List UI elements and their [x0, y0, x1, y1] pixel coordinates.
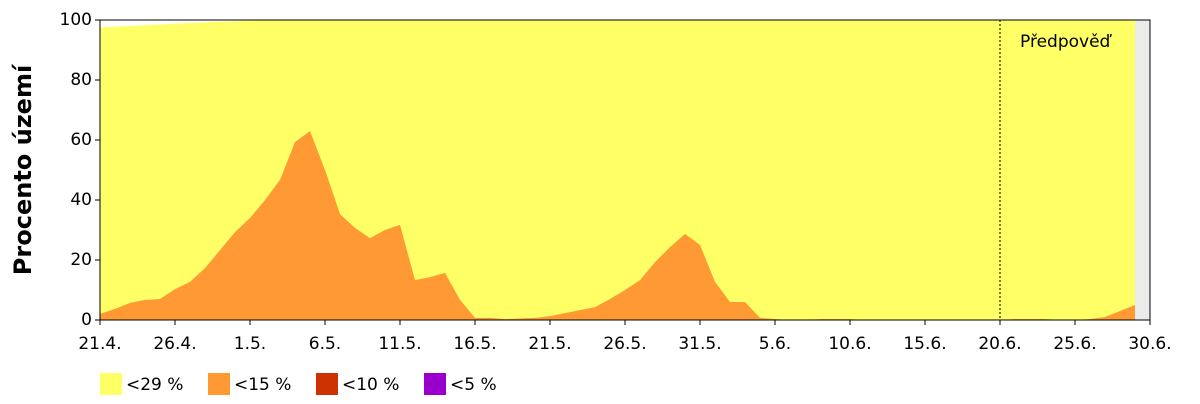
- legend-label: <10 %: [342, 375, 399, 395]
- legend-label: <5 %: [450, 375, 497, 395]
- legend-swatch: [316, 373, 338, 395]
- x-tick-label: 5.6.: [759, 334, 791, 354]
- legend-swatch: [208, 373, 230, 395]
- annotation: Předpověď: [1020, 32, 1113, 52]
- x-tick-label: 15.6.: [903, 334, 946, 354]
- x-tick-label: 21.5.: [528, 334, 571, 354]
- x-tick-label: 16.5.: [453, 334, 496, 354]
- area: [100, 131, 1135, 320]
- y-tick-label: 100: [60, 10, 92, 30]
- y-tick-label: 60: [70, 130, 92, 150]
- x-tick-label: 25.6.: [1053, 334, 1096, 354]
- legend-label: <15 %: [234, 375, 291, 395]
- x-tick-label: 1.5.: [234, 334, 266, 354]
- x-tick-label: 26.4.: [153, 334, 196, 354]
- legend-swatch: [100, 373, 122, 395]
- legend-swatch: [424, 373, 446, 395]
- x-tick-label: 6.5.: [309, 334, 341, 354]
- x-tick-label: 20.6.: [978, 334, 1021, 354]
- x-tick-label: 11.5.: [378, 334, 421, 354]
- x-tick-label: 30.6.: [1128, 334, 1171, 354]
- x-tick-label: 31.5.: [678, 334, 721, 354]
- x-tick-label: 21.4.: [78, 334, 121, 354]
- y-tick-label: 20: [70, 250, 92, 270]
- y-tick-label: 0: [81, 310, 92, 330]
- y-tick-label: 80: [70, 70, 92, 90]
- no-data-strip: [1135, 20, 1150, 320]
- y-axis-label: Procento území: [9, 63, 37, 275]
- legend-label: <29 %: [126, 375, 183, 395]
- x-tick-label: 10.6.: [828, 334, 871, 354]
- x-tick-label: 26.5.: [603, 334, 646, 354]
- y-tick-label: 40: [70, 190, 92, 210]
